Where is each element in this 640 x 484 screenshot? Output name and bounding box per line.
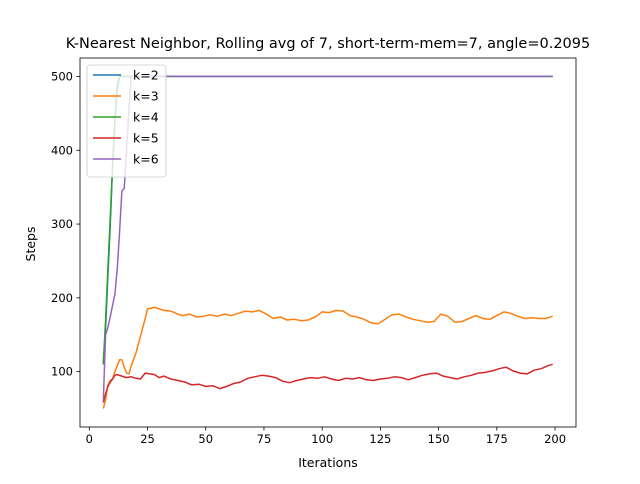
series-line-k3 bbox=[102, 306, 553, 409]
y-tick-label: 200 bbox=[51, 291, 73, 305]
x-tick-label: 100 bbox=[311, 432, 333, 446]
x-tick-label: 200 bbox=[544, 432, 566, 446]
legend-label: k=5 bbox=[133, 131, 159, 146]
legend-box bbox=[86, 64, 167, 178]
x-tick-label: 125 bbox=[369, 432, 391, 446]
y-axis-ticks: 100 200 300 400 500 bbox=[51, 69, 80, 379]
y-axis-label: Steps bbox=[23, 227, 38, 262]
legend-label: k=3 bbox=[133, 89, 159, 104]
x-tick-label: 0 bbox=[86, 432, 93, 446]
legend-label: k=4 bbox=[133, 110, 159, 125]
series-line-k5 bbox=[102, 363, 553, 403]
axes-frame bbox=[79, 57, 577, 428]
x-axis-ticks: 0 25 50 75 100 125 150 175 200 bbox=[86, 427, 566, 446]
x-tick-label: 25 bbox=[140, 432, 155, 446]
x-tick-label: 175 bbox=[486, 432, 508, 446]
x-tick-label: 50 bbox=[198, 432, 213, 446]
legend: k=2 k=3 k=4 k=5 k=6 bbox=[86, 64, 167, 178]
legend-label: k=6 bbox=[133, 152, 159, 167]
y-tick-label: 400 bbox=[51, 143, 73, 157]
legend-label: k=2 bbox=[133, 68, 159, 83]
x-tick-label: 75 bbox=[257, 432, 272, 446]
series-line-k6 bbox=[102, 75, 553, 402]
x-axis-label: Iterations bbox=[298, 455, 358, 470]
y-tick-label: 300 bbox=[51, 217, 73, 231]
y-tick-label: 100 bbox=[51, 365, 73, 379]
y-tick-label: 500 bbox=[51, 69, 73, 83]
chart-title: K-Nearest Neighbor, Rolling avg of 7, sh… bbox=[66, 36, 590, 52]
x-tick-label: 150 bbox=[428, 432, 450, 446]
